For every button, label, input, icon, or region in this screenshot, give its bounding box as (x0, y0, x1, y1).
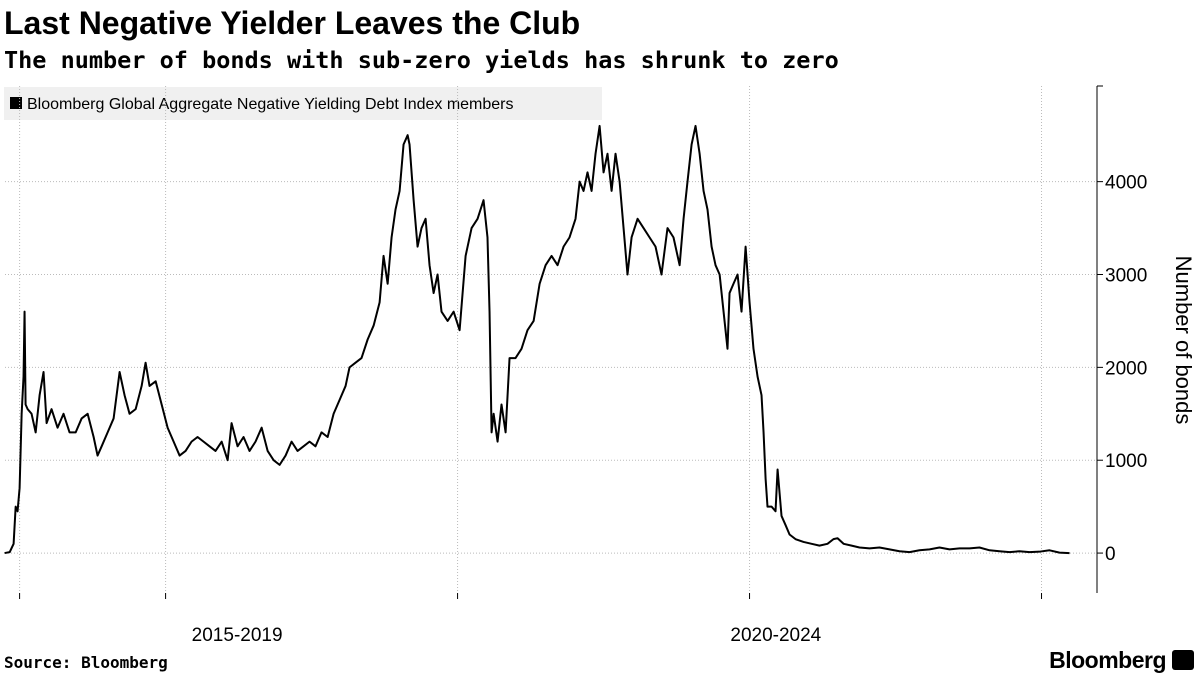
x-tick-label: 2020-2024 (730, 625, 821, 646)
chart-subtitle: The number of bonds with sub-zero yields… (4, 46, 839, 74)
legend-swatch (10, 97, 22, 109)
chart-title: Last Negative Yielder Leaves the Club (4, 5, 580, 41)
y-tick-label: 3000 (1105, 266, 1147, 287)
x-tick-label: 2015-2019 (192, 625, 283, 646)
y-tick-label: 1000 (1105, 451, 1147, 472)
legend-label: Bloomberg Global Aggregate Negative Yiel… (27, 96, 514, 113)
y-tick-label: 2000 (1105, 358, 1147, 379)
source: Source: Bloomberg (4, 653, 168, 672)
logo-icon (1172, 650, 1194, 670)
series-line (4, 124, 1070, 555)
y-tick-label: 4000 (1105, 173, 1147, 194)
y-axis-title: Number of bonds (1171, 256, 1196, 425)
legend-box (4, 87, 602, 120)
logo: Bloomberg (1049, 647, 1166, 673)
y-tick-label: 0 (1105, 544, 1116, 565)
